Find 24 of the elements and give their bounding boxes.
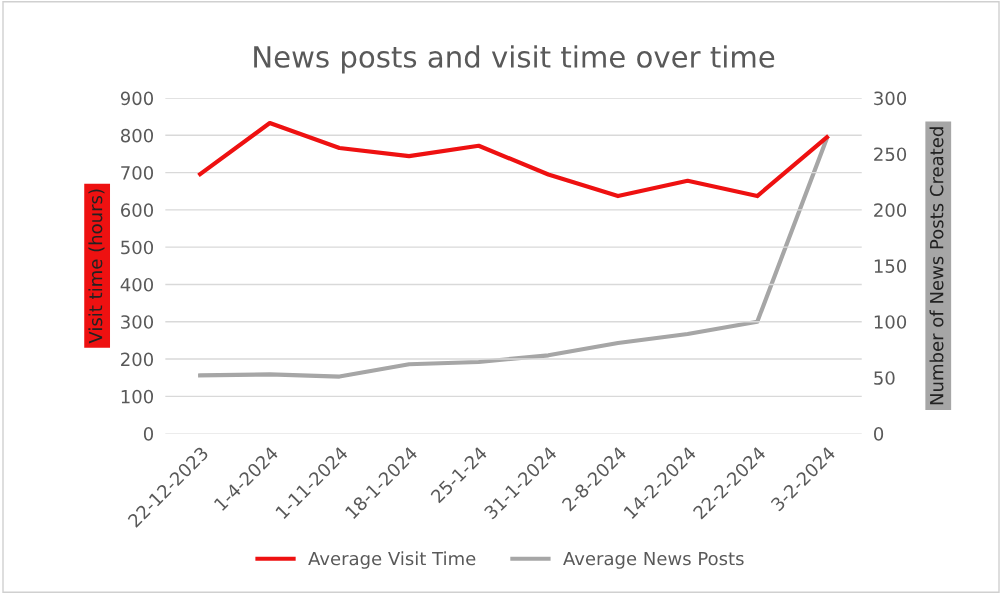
y2-tick-label: 50 — [874, 371, 895, 385]
y2-tick-label: 200 — [874, 203, 907, 217]
y-tick-label: 800 — [120, 128, 154, 143]
y-tick-label: 0 — [143, 427, 154, 441]
chart-title: News posts and visit time over time — [254, 45, 775, 74]
y2-tick-label: 100 — [874, 315, 907, 329]
y-tick-label: 500 — [121, 240, 154, 255]
y-tick-label: 600 — [121, 203, 154, 217]
legend-label: Average Visit Time — [308, 551, 476, 569]
y2-tick-label: 150 — [874, 259, 907, 273]
line-series — [198, 120, 829, 199]
y2-tick-label: 250 — [874, 147, 907, 162]
y-tick-label: 300 — [121, 315, 154, 329]
y-tick-label: 200 — [121, 352, 154, 367]
y-tick-label: 100 — [121, 389, 154, 404]
y-tick-label: 700 — [121, 166, 154, 180]
legend-label: Average News Posts — [563, 551, 744, 569]
y-axis-title: Visit time (hours) — [88, 189, 105, 344]
y2-axis-title: Number of News Posts Created — [929, 127, 944, 405]
y-tick-label: 400 — [120, 277, 154, 292]
y2-tick-label: 300 — [874, 91, 907, 106]
y-tick-label: 900 — [120, 91, 154, 106]
line-series — [198, 136, 829, 379]
y2-tick-label: 0 — [874, 427, 884, 441]
